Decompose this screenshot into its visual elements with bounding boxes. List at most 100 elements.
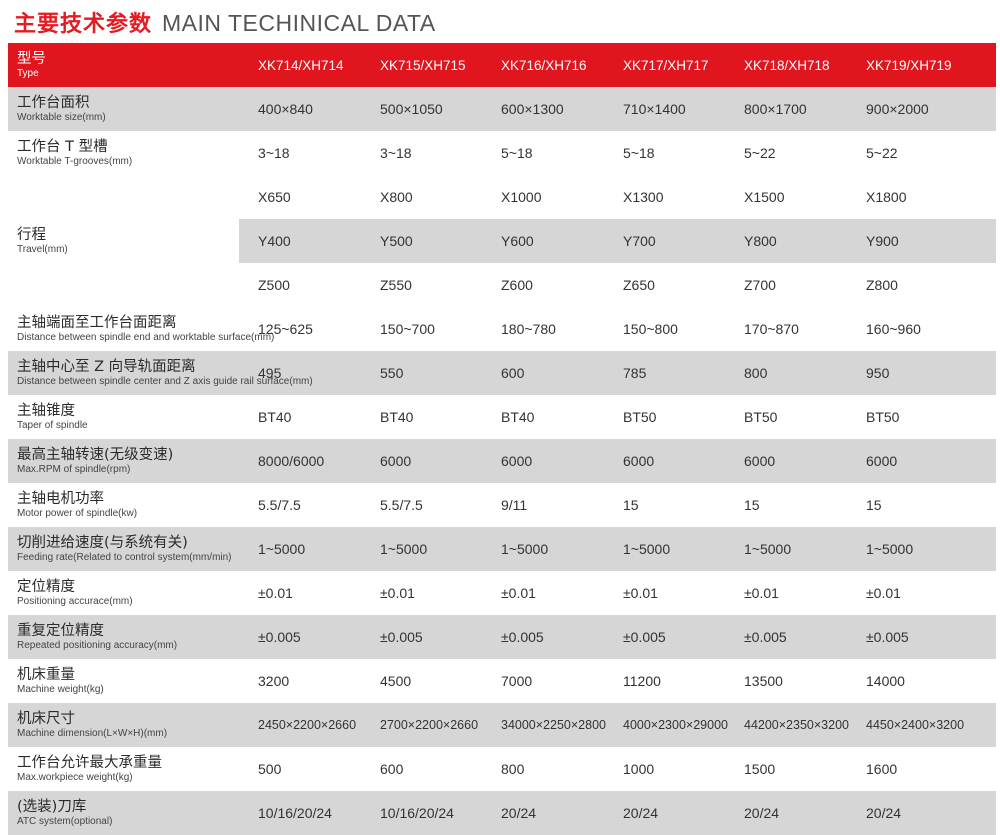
value-cell: 3200	[258, 673, 290, 689]
row-label: 主轴锥度 Taper of spindle	[8, 395, 248, 439]
value-cell: 600×1300	[501, 101, 564, 117]
value-cell: 1~5000	[866, 541, 914, 557]
travel-value-cell: X1000	[501, 189, 542, 205]
row-label-en: Positioning accurace(mm)	[17, 595, 133, 607]
spec-row: 主轴电机功率 Motor power of spindle(kw) 5.5/7.5 5…	[8, 483, 996, 527]
row-label-cn: 主轴锥度	[17, 402, 75, 419]
row-label-cn: 定位精度	[17, 578, 75, 595]
row-label-en: Worktable size(mm)	[17, 111, 106, 123]
value-cell: 150~800	[623, 321, 678, 337]
travel-value-cell: Z800	[866, 277, 898, 293]
spec-row: (选装)刀库 ATC system(optional) 10/16/20/24 10/…	[8, 791, 996, 835]
type-label-en: Type	[17, 67, 39, 79]
value-cell: 11200	[623, 673, 661, 689]
title-chinese: 主要技术参数	[14, 12, 153, 37]
value-cell: 20/24	[623, 805, 659, 821]
value-cell: ±0.01	[258, 585, 293, 601]
row-label: 主轴中心至 Z 向导轨面距离 Distance between spindle c…	[8, 351, 313, 395]
row-label-en: Feeding rate(Related to control system(m…	[17, 551, 232, 563]
travel-value-cell: Z500	[258, 277, 290, 293]
value-cell: 600	[380, 761, 404, 777]
value-cell: 710×1400	[623, 101, 686, 117]
row-label-cn: 行程	[17, 226, 46, 243]
row-label-en: Distance between spindle end and worktab…	[17, 331, 275, 343]
row-label-cn: 主轴电机功率	[17, 490, 104, 507]
value-cell: BT40	[258, 409, 292, 425]
value-cell: 1~5000	[258, 541, 306, 557]
value-cell: 20/24	[744, 805, 780, 821]
value-cell: 15	[866, 497, 882, 513]
value-cell: 6000	[744, 453, 776, 469]
travel-value-cell: Z550	[380, 277, 412, 293]
row-label-cn: 机床尺寸	[17, 710, 75, 727]
value-cell: 15	[744, 497, 760, 513]
spec-row: 机床尺寸 Machine dimension(L×W×H)(mm) 2450×220…	[8, 703, 996, 747]
travel-subrow	[239, 219, 996, 263]
row-label: 主轴电机功率 Motor power of spindle(kw)	[8, 483, 248, 527]
row-label: 工作台面积 Worktable size(mm)	[8, 87, 248, 131]
row-label-en: Repeated positioning accuracy(mm)	[17, 639, 178, 651]
travel-subrow	[239, 175, 996, 219]
value-cell: 6000	[623, 453, 655, 469]
row-label-en: Worktable T-grooves(mm)	[17, 155, 133, 167]
row-label-cn: 主轴中心至 Z 向导轨面距离	[17, 358, 196, 375]
value-cell: 5.5/7.5	[258, 497, 301, 513]
value-cell: 600	[501, 365, 525, 381]
value-cell: ±0.01	[744, 585, 779, 601]
travel-value-cell: X800	[380, 189, 413, 205]
value-cell: 550	[380, 365, 404, 381]
value-cell: 15	[623, 497, 639, 513]
value-cell: 1600	[866, 761, 898, 777]
value-cell: 9/11	[501, 497, 528, 513]
model-header-3: XK716/XH716	[501, 57, 587, 73]
value-cell: 5~22	[744, 145, 776, 161]
model-header-5: XK718/XH718	[744, 57, 830, 73]
value-cell: 800	[501, 761, 525, 777]
value-cell: 8000/6000	[258, 453, 325, 469]
value-cell: 495	[258, 365, 282, 381]
value-cell: 14000	[866, 673, 905, 689]
travel-value-cell: Y400	[258, 233, 291, 249]
row-label-en: Machine dimension(L×W×H)(mm)	[17, 727, 168, 739]
value-cell: 1~5000	[501, 541, 549, 557]
value-cell: 5~22	[866, 145, 898, 161]
value-cell: 34000×2250×2800	[501, 718, 606, 732]
value-cell: 4000×2300×29000	[623, 718, 728, 732]
value-cell: ±0.005	[866, 629, 909, 645]
row-label-cn: 切削进给速度(与系统有关)	[17, 534, 188, 551]
model-header-4: XK717/XH717	[623, 57, 709, 73]
spec-row: 机床重量 Machine weight(kg) 3200 4500 7000 11200 1…	[8, 659, 996, 703]
model-header-6: XK719/XH719	[866, 57, 952, 73]
value-cell: 5~18	[501, 145, 533, 161]
spec-row: 行程 Travel(mm) X650 X800 X1000 X1300 X1500 X1800…	[8, 175, 996, 307]
value-cell: 3~18	[380, 145, 412, 161]
value-cell: 10/16/20/24	[258, 805, 332, 821]
value-cell: 2450×2200×2660	[258, 718, 357, 732]
value-cell: BT40	[501, 409, 535, 425]
value-cell: 1~5000	[380, 541, 428, 557]
value-cell: 5.5/7.5	[380, 497, 423, 513]
row-label-en: Distance between spindle center and Z ax…	[17, 375, 313, 387]
row-label-cn: 工作台允许最大承重量	[17, 754, 162, 771]
travel-value-cell: X650	[258, 189, 291, 205]
value-cell: ±0.01	[623, 585, 658, 601]
row-label-en: Max.RPM of spindle(rpm)	[17, 463, 131, 475]
value-cell: 6000	[501, 453, 533, 469]
spec-row: 主轴锥度 Taper of spindle BT40 BT40 BT40 BT50 BT50…	[8, 395, 996, 439]
model-header-1: XK714/XH714	[258, 57, 344, 73]
value-cell: 500×1050	[380, 101, 443, 117]
value-cell: 5~18	[623, 145, 655, 161]
value-cell: ±0.005	[258, 629, 301, 645]
row-label: (选装)刀库 ATC system(optional)	[8, 791, 248, 835]
value-cell: 950	[866, 365, 890, 381]
page-title: 主要技术参数 MAIN TECHINICAL DATA	[14, 6, 436, 37]
value-cell: 3~18	[258, 145, 290, 161]
value-cell: 1500	[744, 761, 776, 777]
value-cell: 2700×2200×2660	[380, 718, 479, 732]
value-cell: ±0.01	[380, 585, 415, 601]
row-label-en: Taper of spindle	[17, 419, 88, 431]
model-header-2: XK715/XH715	[380, 57, 466, 73]
value-cell: 20/24	[866, 805, 902, 821]
row-label: 主轴端面至工作台面距离 Distance between spindle end …	[8, 307, 274, 351]
value-cell: 13500	[744, 673, 783, 689]
